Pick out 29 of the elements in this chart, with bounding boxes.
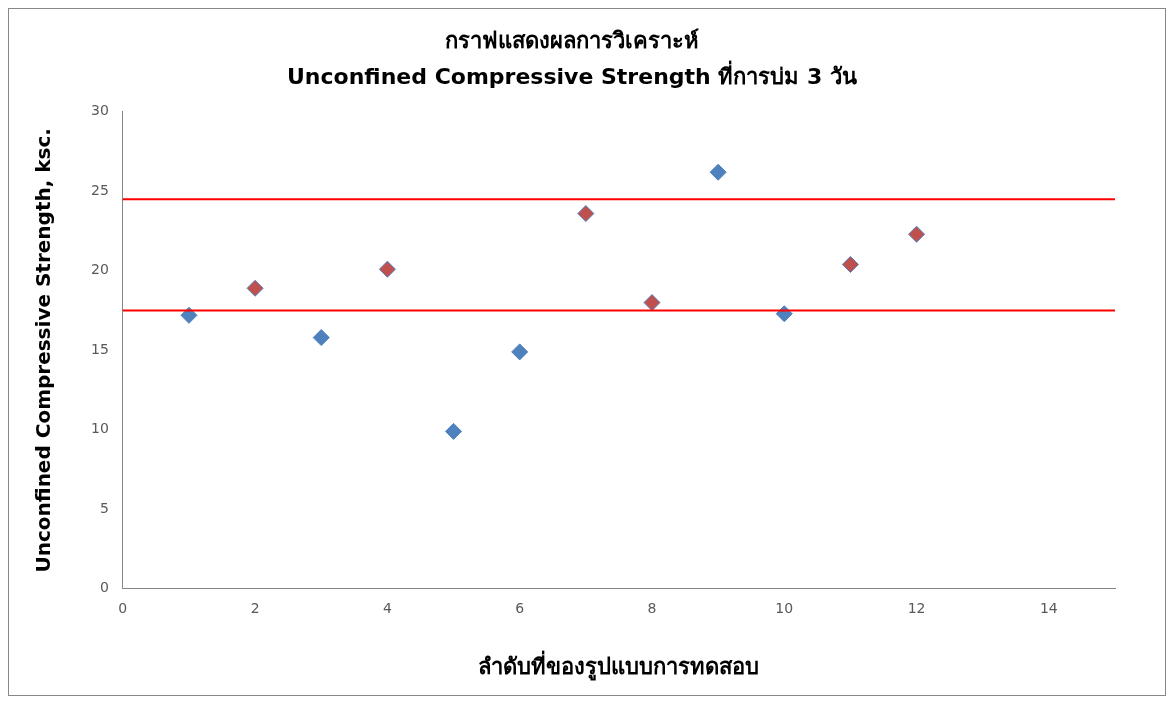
point (709, 163, 727, 181)
chart-title: กราฟแสดงผลการวิเคราะห์ (445, 27, 699, 53)
point (511, 343, 529, 361)
y-tick-label: 0 (99, 579, 109, 596)
x-tick-label: 8 (647, 599, 657, 616)
point (445, 422, 463, 440)
x-tick-label: 10 (775, 599, 794, 616)
y-axis-title: Unconfined Compressive Strength, ksc. (31, 128, 56, 573)
y-tick-label: 15 (90, 340, 109, 357)
y-tick-label: 10 (90, 420, 109, 437)
y-tick-label: 30 (90, 102, 109, 119)
point (841, 255, 859, 273)
x-tick-label: 0 (118, 599, 128, 616)
y-tick-label: 25 (90, 181, 109, 198)
y-tick-label: 5 (99, 499, 109, 516)
x-axis-title: ลำดับที่ของรูปแบบการทดสอบ (478, 649, 760, 681)
point (378, 260, 396, 278)
y-tick-label: 20 (90, 261, 109, 278)
point (246, 279, 264, 297)
point (643, 294, 661, 312)
x-tick-label: 6 (515, 599, 525, 616)
point (908, 225, 926, 243)
point (577, 205, 595, 223)
x-tick-label: 14 (1039, 599, 1058, 616)
point (312, 329, 330, 347)
x-tick-label: 2 (250, 599, 260, 616)
x-tick-label: 12 (907, 599, 926, 616)
x-tick-label: 4 (382, 599, 392, 616)
chart-subtitle: Unconfined Compressive Strength ที่การบ่ม 3 วัน (287, 60, 857, 90)
